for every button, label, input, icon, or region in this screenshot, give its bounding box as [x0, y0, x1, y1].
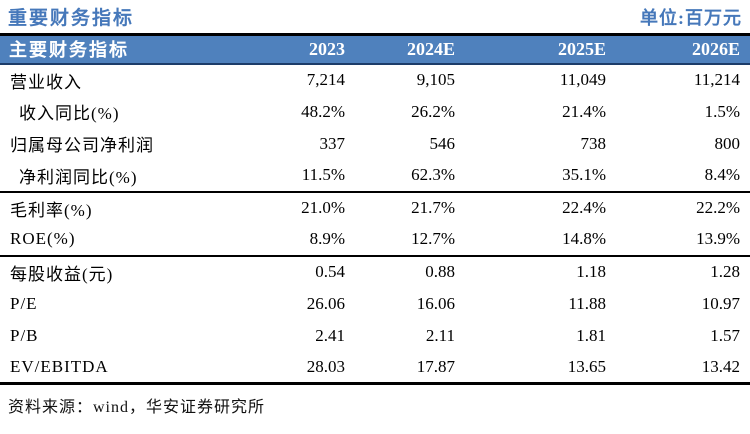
- value-cell-2026e: 22.2%: [696, 198, 740, 217]
- value-cell-2026e: 10.97: [701, 293, 740, 313]
- table-group-3: 每股收益(元) 0.54 0.88 1.18 1.28 P/E 26.06 16…: [0, 256, 750, 384]
- table-group-1: 营业收入 7,214 9,105 11,049 11,214 收入同比(%) 4…: [0, 64, 750, 192]
- table-row: P/E 26.06 16.06 11.88 10.97: [0, 288, 750, 320]
- value-cell-2024e: 62.3%: [411, 165, 455, 184]
- value-cell-2025e: 14.8%: [562, 229, 606, 248]
- value-cell-2026e: 1.57: [710, 325, 740, 345]
- footer: 资料来源：wind，华安证券研究所: [0, 385, 750, 425]
- row-label-cell: 每股收益(元): [10, 264, 114, 284]
- value-cell-2026e: 1.5%: [704, 101, 740, 121]
- header-cell-2024e: 2024E: [347, 34, 457, 65]
- table-header-row: 主要财务指标 2023 2024E 2025E 2026E: [0, 34, 750, 65]
- value-cell-2025e: 21.4%: [562, 101, 606, 121]
- table-row: 营业收入 7,214 9,105 11,049 11,214: [0, 64, 750, 96]
- value-cell-2023: 21.0%: [301, 198, 345, 217]
- table-header: 主要财务指标 2023 2024E 2025E 2026E: [0, 34, 750, 65]
- row-label-cell: 毛利率(%): [10, 200, 93, 220]
- value-cell-2026e: 8.4%: [704, 165, 740, 184]
- value-cell-2026e: 800: [714, 133, 741, 153]
- header-cell-2023: 2023: [215, 34, 347, 65]
- value-cell-2025e: 1.81: [576, 325, 606, 345]
- page-title: 重要财务指标: [8, 8, 135, 29]
- value-cell-2024e: 12.7%: [411, 229, 455, 248]
- row-label-cell: 收入同比(%): [19, 104, 120, 123]
- value-cell-2023: 48.2%: [301, 101, 345, 121]
- value-cell-2023: 28.03: [306, 356, 345, 376]
- value-cell-2023: 337: [319, 133, 346, 153]
- value-cell-2023: 26.06: [306, 293, 345, 313]
- value-cell-2024e: 2.11: [425, 325, 455, 345]
- title-bar: 重要财务指标 单位:百万元: [0, 0, 750, 33]
- value-cell-2024e: 21.7%: [411, 198, 455, 217]
- header-cell-2025e: 2025E: [457, 34, 608, 65]
- value-cell-2025e: 1.18: [576, 262, 606, 281]
- value-cell-2024e: 26.2%: [411, 101, 455, 121]
- row-label-cell: 净利润同比(%): [19, 167, 138, 187]
- value-cell-2024e: 546: [429, 133, 456, 153]
- value-cell-2023: 2.41: [315, 325, 345, 345]
- table-row: EV/EBITDA 28.03 17.87 13.65 13.42: [0, 352, 750, 384]
- table-row: 每股收益(元) 0.54 0.88 1.18 1.28: [0, 256, 750, 288]
- data-source-note: 资料来源：wind，华安证券研究所: [8, 399, 266, 416]
- row-label-cell: EV/EBITDA: [10, 356, 109, 376]
- value-cell-2023: 0.54: [315, 262, 345, 281]
- value-cell-2024e: 0.88: [425, 262, 455, 281]
- row-label-cell: 归属母公司净利润: [10, 136, 154, 155]
- value-cell-2025e: 22.4%: [562, 198, 606, 217]
- row-label-cell: P/B: [10, 325, 39, 345]
- financial-indicators-table: 主要财务指标 2023 2024E 2025E 2026E 营业收入 7,214…: [0, 33, 750, 385]
- unit-label: 单位:百万元: [640, 7, 742, 28]
- value-cell-2025e: 11.88: [568, 293, 606, 313]
- value-cell-2026e: 11,214: [693, 70, 740, 89]
- header-cell-2026e: 2026E: [608, 34, 750, 65]
- value-cell-2023: 7,214: [306, 70, 345, 89]
- table-group-2: 毛利率(%) 21.0% 21.7% 22.4% 22.2% ROE(%) 8.…: [0, 192, 750, 256]
- header-cell-indicator: 主要财务指标: [0, 34, 215, 65]
- value-cell-2025e: 13.65: [567, 356, 606, 376]
- table-row: 归属母公司净利润 337 546 738 800: [0, 128, 750, 160]
- value-cell-2025e: 35.1%: [562, 165, 606, 184]
- table-row: ROE(%) 8.9% 12.7% 14.8% 13.9%: [0, 224, 750, 256]
- row-label-cell: P/E: [10, 293, 38, 313]
- row-label-cell: ROE(%): [10, 229, 76, 248]
- value-cell-2023: 8.9%: [309, 229, 345, 248]
- value-cell-2024e: 16.06: [416, 293, 455, 313]
- value-cell-2024e: 9,105: [416, 70, 455, 89]
- value-cell-2025e: 11,049: [559, 70, 606, 89]
- value-cell-2026e: 1.28: [710, 262, 740, 281]
- value-cell-2026e: 13.42: [701, 356, 740, 376]
- table-row: P/B 2.41 2.11 1.81 1.57: [0, 320, 750, 352]
- value-cell-2024e: 17.87: [416, 356, 455, 376]
- row-label-cell: 营业收入: [10, 72, 82, 92]
- value-cell-2023: 11.5%: [301, 165, 345, 184]
- table-row: 净利润同比(%) 11.5% 62.3% 35.1% 8.4%: [0, 160, 750, 192]
- table-row: 毛利率(%) 21.0% 21.7% 22.4% 22.2%: [0, 192, 750, 224]
- table-row: 收入同比(%) 48.2% 26.2% 21.4% 1.5%: [0, 96, 750, 128]
- value-cell-2026e: 13.9%: [696, 229, 740, 248]
- value-cell-2025e: 738: [580, 133, 607, 153]
